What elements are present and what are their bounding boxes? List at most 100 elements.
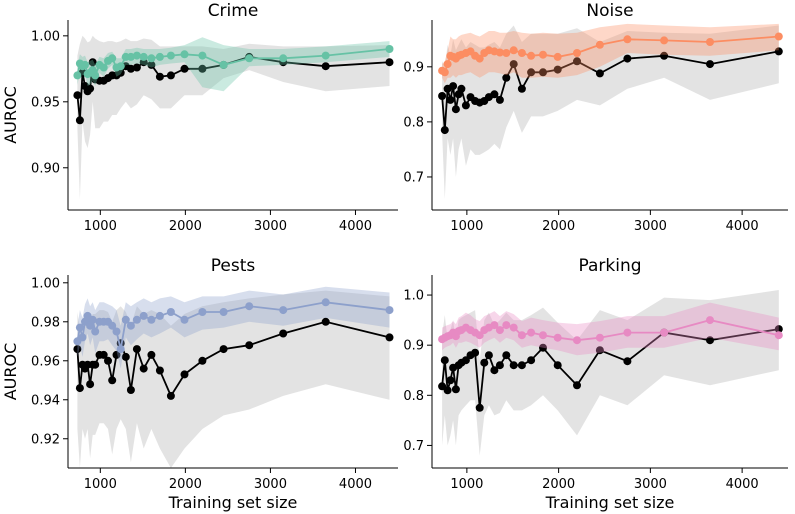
chart-0-series-0-point-22 [198, 51, 207, 60]
chart-3-series-1-point-0 [438, 382, 447, 391]
chart-2-xtick-label-3: 4000 [339, 477, 372, 492]
chart-3-series-0-point-26 [706, 316, 714, 325]
chart-3-series-1-point-20 [539, 343, 547, 352]
chart-0-series-0-point-24 [245, 54, 254, 63]
chart-0-series-1-point-21 [180, 64, 189, 73]
chart-0-series-1-point-16 [132, 63, 141, 72]
chart-2-series-1-point-18 [147, 350, 156, 359]
chart-0-series-1-point-5 [86, 84, 95, 93]
chart-2-series-0-point-22 [198, 308, 207, 316]
chart-0-series-1-point-15 [126, 64, 135, 73]
chart-0-series-0-point-18 [147, 54, 156, 63]
chart-1-xtick-label-3: 4000 [726, 219, 759, 234]
chart-1-xtick-label-1: 2000 [542, 219, 575, 234]
chart-3-series-1-band [442, 290, 779, 456]
chart-2-series-1-point-12 [112, 350, 121, 359]
chart-0-series-1-point-18 [147, 60, 156, 69]
chart-3-series-0-point-23 [595, 333, 604, 342]
chart-2-series-1-point-21 [180, 370, 189, 379]
chart-2-series-0-point-21 [180, 315, 189, 324]
chart-1-series-1-point-23 [595, 69, 604, 78]
chart-1-series-1-point-20 [539, 68, 547, 77]
chart-1-series-1-point-0 [438, 92, 447, 100]
chart-2-ylabel: AUROC [1, 343, 20, 401]
chart-2-ytick-label-1: 0.94 [31, 393, 60, 408]
chart-2-xtick-label-1: 2000 [169, 477, 202, 492]
chart-2-series-1-point-19 [155, 366, 164, 375]
chart-2-series-1-point-7 [91, 360, 100, 369]
chart-1-series-0-point-22 [573, 49, 581, 57]
chart-2-series-1-point-5 [86, 380, 95, 389]
subplot-noise: Noise 1000 2000 3000 4000 0.7 0.8 0.9 [403, 1, 788, 234]
chart-1-xtick-label-2: 3000 [634, 219, 667, 234]
chart-0-series-0-point-26 [321, 51, 330, 60]
subplot-pests: Pests 1000 2000 3000 4000 0.92 0.94 0.96 0.98 1.0… [1, 256, 398, 512]
chart-1-title: Noise [586, 1, 633, 21]
chart-2-series-1-band [77, 290, 390, 468]
chart-2-xlabel: Training set size [168, 493, 298, 512]
chart-0-series-1-point-27 [385, 58, 394, 67]
chart-0-series-0-point-13 [116, 62, 125, 71]
chart-2-series-0-point-20 [166, 308, 175, 316]
chart-1-series-1 [438, 25, 783, 199]
chart-1-series-1-point-18 [517, 84, 526, 93]
chart-2-series-0-point-18 [147, 315, 156, 324]
chart-2-series-1-point-0 [73, 345, 82, 354]
chart-2-series-0 [73, 286, 394, 369]
chart-3-series-0-point-15 [495, 326, 504, 335]
chart-3-series-1-point-2 [443, 386, 452, 395]
chart-0-series-0-point-9 [99, 63, 108, 72]
chart-2-series-1-point-15 [126, 386, 135, 394]
chart-1-xtick-label-0: 1000 [450, 219, 483, 234]
chart-2-series-1-point-27 [385, 333, 394, 342]
chart-3-series-1-point-14 [490, 366, 499, 375]
chart-0-series-0-point-21 [180, 50, 189, 59]
chart-0-series-0-point-0 [73, 71, 82, 80]
chart-2-series-0-point-1 [75, 323, 84, 332]
chart-3-title: Parking [578, 256, 641, 276]
subplot-parking: Parking 1000 2000 3000 4000 0.7 0.8 0.9 1.0 Train… [403, 256, 788, 512]
chart-3-series-0-point-16 [502, 321, 511, 330]
chart-0-series-0-point-25 [279, 54, 288, 63]
chart-2-series-1-point-11 [108, 376, 117, 385]
chart-0-series-0-point-23 [219, 60, 228, 69]
chart-3-series-0-point-27 [774, 331, 783, 340]
chart-1-series-1-point-5 [451, 105, 460, 114]
chart-2-series-0-point-19 [155, 311, 164, 320]
chart-0-series-0-point-17 [139, 52, 148, 61]
chart-1-series-0-point-20 [539, 50, 547, 59]
chart-1-series-1-point-8 [461, 101, 470, 110]
chart-0-series-0-point-15 [126, 52, 135, 61]
chart-1-series-0-point-2 [443, 60, 452, 69]
chart-1-series-1-point-24 [623, 54, 632, 63]
chart-0-series-0-point-7 [91, 71, 100, 80]
chart-1-series-0-point-1 [440, 68, 449, 77]
chart-1-series-1-point-22 [573, 57, 581, 66]
chart-1-ytick-label-0: 0.7 [403, 170, 424, 185]
chart-2-series-0-point-16 [132, 315, 141, 324]
chart-0-series-1-point-20 [166, 71, 175, 80]
chart-2-series-0-point-15 [126, 321, 135, 330]
chart-1-series-0-band [442, 23, 779, 84]
chart-0-ytick-label-2: 1.00 [31, 29, 60, 44]
chart-2-series-0-point-14 [121, 315, 130, 324]
chart-2-series-1-point-23 [219, 345, 228, 354]
chart-2-ytick-label-2: 0.96 [31, 354, 60, 369]
chart-2-ytick-label-0: 0.92 [31, 432, 60, 447]
chart-0-series-0-point-16 [132, 51, 141, 60]
chart-2-xtick-label-2: 3000 [254, 477, 287, 492]
chart-2-ytick-label-4: 1.00 [31, 276, 60, 291]
chart-1-series-1-point-3 [446, 95, 455, 104]
chart-1-series-0-point-16 [502, 49, 511, 57]
chart-1-series-1-point-17 [509, 60, 518, 69]
chart-1-series-1-point-7 [457, 84, 466, 93]
chart-3-ytick-label-1: 0.8 [403, 389, 424, 404]
chart-3-xtick-label-0: 1000 [450, 477, 483, 492]
chart-3-series-1-point-1 [440, 356, 449, 365]
chart-3-series-0-point-19 [527, 328, 536, 337]
chart-1-series-0-point-21 [553, 52, 562, 61]
chart-0-series-0-point-11 [108, 54, 117, 63]
chart-3-series-0-point-18 [517, 331, 526, 340]
chart-2-series-1-point-24 [245, 341, 254, 350]
